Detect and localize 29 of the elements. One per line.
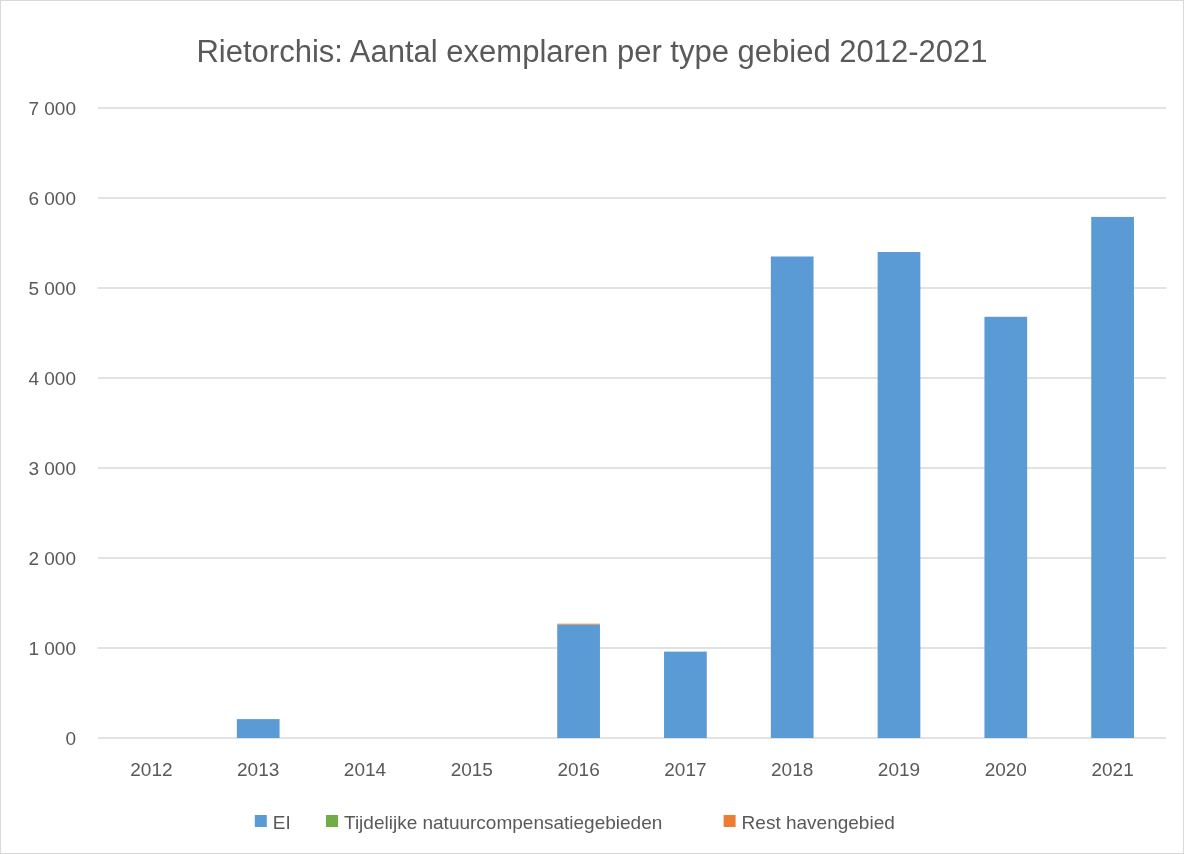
x-tick-label: 2021 bbox=[1091, 759, 1134, 780]
bar bbox=[1091, 216, 1134, 738]
x-tick-label: 2013 bbox=[237, 759, 280, 780]
bar bbox=[664, 651, 707, 738]
x-tick-label: 2017 bbox=[664, 759, 707, 780]
y-tick-label: 6 000 bbox=[28, 187, 76, 209]
x-tick-label: 2019 bbox=[877, 759, 921, 780]
x-tick-label: 2014 bbox=[343, 759, 387, 780]
bar bbox=[236, 719, 280, 738]
y-tick-label: 0 bbox=[65, 727, 76, 749]
bar bbox=[557, 624, 600, 738]
bar bbox=[877, 252, 921, 738]
y-tick-label: 7 000 bbox=[28, 97, 76, 119]
x-tick-label: 2018 bbox=[771, 759, 814, 780]
chart-title: Rietorchis: Aantal exemplaren per type gebied 2012-2021 bbox=[196, 34, 988, 69]
y-tick-label: 1 000 bbox=[28, 637, 76, 659]
y-tick-label: 4 000 bbox=[28, 367, 76, 389]
legend-label: EI bbox=[272, 811, 291, 833]
bar bbox=[770, 256, 814, 738]
y-tick-label: 5 000 bbox=[28, 277, 76, 299]
x-tick-label: 2016 bbox=[557, 759, 600, 780]
bar bbox=[984, 316, 1028, 738]
legend-label: Rest havengebied bbox=[741, 811, 895, 833]
x-tick-label: 2012 bbox=[130, 759, 173, 780]
y-tick-label: 2 000 bbox=[28, 547, 76, 569]
x-tick-label: 2020 bbox=[984, 759, 1027, 780]
x-tick-label: 2015 bbox=[450, 759, 493, 780]
legend-label: Tijdelijke natuurcompensatiegebieden bbox=[344, 811, 663, 833]
y-tick-label: 3 000 bbox=[28, 457, 76, 479]
